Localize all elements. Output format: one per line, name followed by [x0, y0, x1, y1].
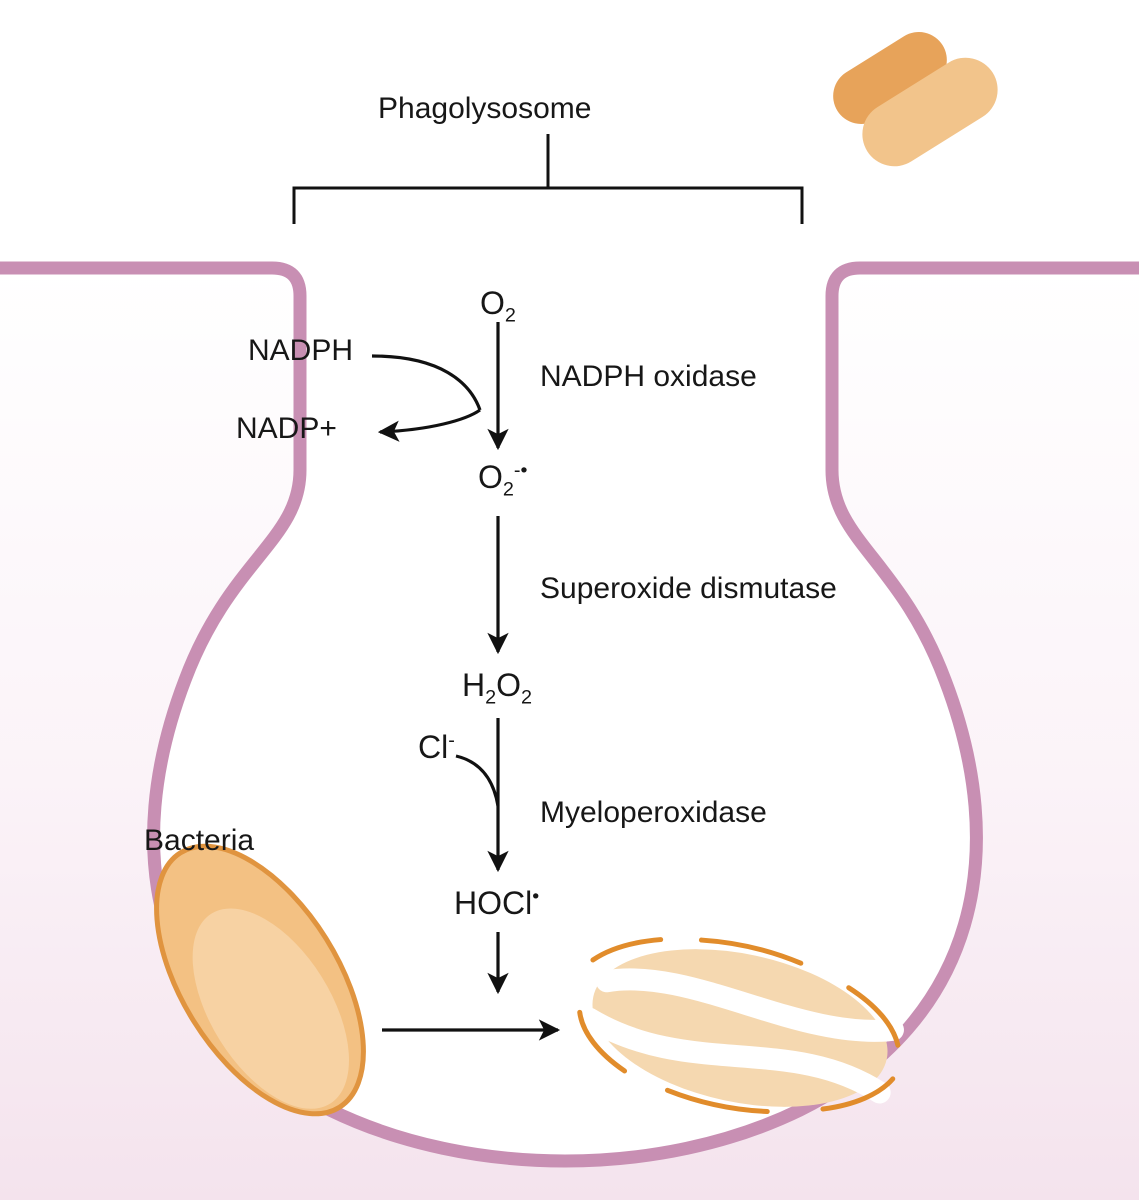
label-o2: O2: [480, 286, 516, 321]
phagolysosome-bracket: [294, 134, 802, 224]
label-superoxide-dismutase: Superoxide dismutase: [540, 572, 837, 605]
label-h2o2: H2O2: [462, 668, 532, 703]
label-superoxide-anion: O2-•: [478, 460, 527, 495]
label-nadp-plus: NADP+: [236, 412, 337, 445]
label-cl-minus: Cl-: [418, 730, 455, 765]
label-nadph: NADPH: [248, 334, 353, 367]
diagram-stage: Phagolysosome O2 NADPH NADP+ NADPH oxida…: [0, 0, 1139, 1200]
bacteria-outside: [823, 21, 1010, 178]
label-nadph-oxidase: NADPH oxidase: [540, 360, 757, 393]
label-phagolysosome: Phagolysosome: [378, 92, 591, 125]
label-hocl: HOCl•: [454, 886, 539, 921]
label-bacteria: Bacteria: [144, 824, 254, 857]
label-myeloperoxidase: Myeloperoxidase: [540, 796, 767, 829]
